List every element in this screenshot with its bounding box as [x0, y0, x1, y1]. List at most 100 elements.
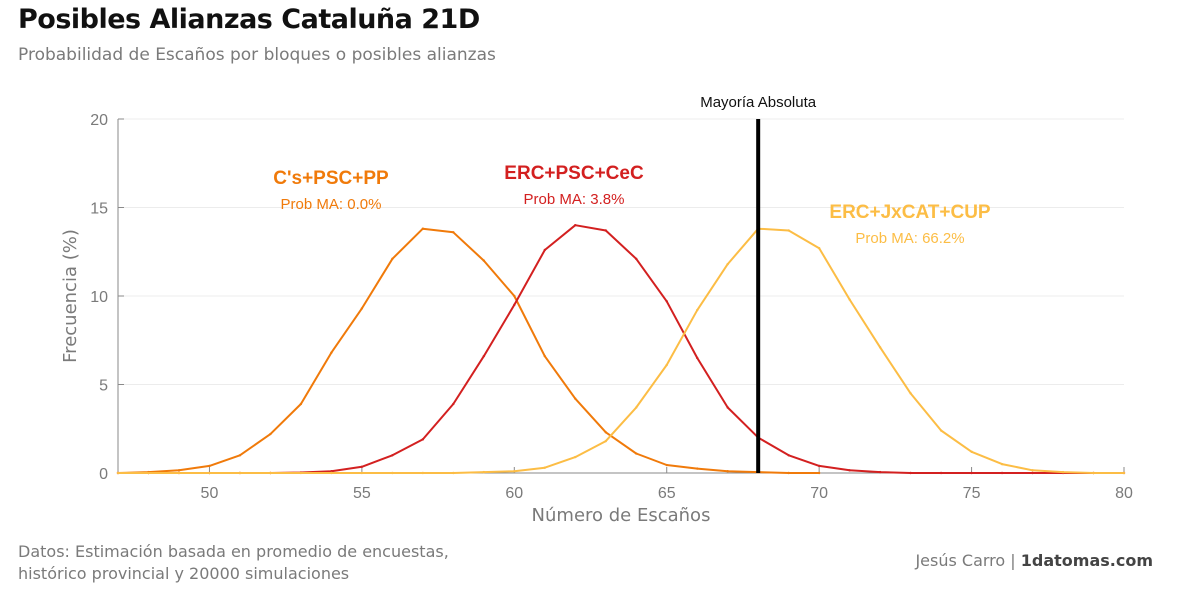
data-point	[665, 463, 668, 467]
data-point	[330, 471, 333, 475]
data-point	[635, 406, 638, 409]
data-point	[147, 471, 150, 475]
data-point	[299, 402, 303, 406]
data-point	[909, 392, 912, 395]
data-point	[1031, 471, 1034, 475]
x-tick-label: 50	[201, 485, 219, 502]
majority-line-label: Mayoría Absoluta	[700, 94, 817, 111]
data-point	[939, 471, 943, 475]
series-prob-label: Prob MA: 0.0%	[281, 196, 382, 213]
y-tick-label: 5	[99, 378, 108, 395]
data-point	[360, 471, 364, 475]
data-point	[208, 471, 211, 475]
data-point	[970, 450, 973, 453]
data-point	[452, 471, 455, 475]
series-prob-label: Prob MA: 66.2%	[855, 230, 964, 247]
data-point	[604, 431, 607, 434]
series-label: ERC+PSC+CeC	[504, 163, 644, 184]
data-point	[1092, 471, 1095, 475]
series-prob-label: Prob MA: 3.8%	[524, 191, 625, 208]
data-point	[421, 438, 425, 441]
data-point	[421, 227, 425, 230]
data-source-note: Datos: Estimación basada en promedio de …	[18, 541, 449, 585]
data-point	[848, 469, 851, 472]
data-point	[543, 354, 546, 358]
data-point	[391, 257, 394, 261]
data-point	[787, 454, 790, 457]
data-point	[177, 471, 181, 475]
data-point	[360, 307, 364, 310]
data-point	[726, 262, 729, 266]
y-tick-label: 15	[90, 201, 108, 218]
data-point	[696, 356, 699, 360]
y-tick-label: 0	[99, 466, 108, 483]
data-point	[726, 406, 729, 409]
data-point	[177, 469, 181, 472]
y-tick-label: 20	[90, 112, 108, 129]
source-line-1: Datos: Estimación basada en promedio de …	[18, 542, 449, 561]
data-point	[787, 471, 790, 475]
data-point	[665, 300, 668, 303]
data-point	[513, 303, 516, 307]
x-tick-label: 55	[353, 485, 371, 502]
data-point	[817, 247, 821, 250]
data-point	[1031, 469, 1034, 472]
data-point	[543, 466, 546, 469]
x-axis-title: Número de Escaños	[532, 505, 711, 526]
author-name: Jesús Carro	[915, 551, 1006, 570]
site-link[interactable]: 1datomas.com	[1020, 551, 1153, 570]
data-point	[665, 363, 668, 367]
data-point	[1122, 471, 1126, 475]
credit-separator: |	[1005, 551, 1021, 570]
data-point	[878, 470, 882, 474]
data-point	[574, 455, 577, 459]
data-point	[939, 429, 943, 432]
data-point	[1000, 462, 1004, 466]
data-point	[452, 231, 455, 234]
data-point	[1061, 470, 1065, 474]
series-line-0	[117, 227, 820, 474]
x-tick-label: 60	[505, 485, 523, 502]
data-point	[787, 229, 790, 232]
data-point	[482, 354, 486, 358]
data-point	[116, 471, 120, 475]
data-point	[482, 470, 486, 474]
x-tick-label: 65	[658, 485, 676, 502]
y-axis-title: Frecuencia (%)	[60, 229, 81, 363]
data-point	[269, 432, 272, 436]
series-label: C's+PSC+PP	[273, 168, 389, 189]
data-point	[604, 229, 607, 232]
x-tick-label: 80	[1115, 485, 1133, 502]
data-point	[970, 471, 973, 475]
data-point	[878, 346, 882, 349]
data-point	[604, 439, 607, 443]
data-point	[238, 471, 242, 475]
data-point	[543, 248, 546, 252]
data-point	[635, 452, 638, 455]
x-tick-label: 75	[963, 485, 981, 502]
y-tick-label: 10	[90, 289, 108, 306]
data-point	[1000, 471, 1004, 475]
data-point	[574, 397, 577, 400]
data-point	[574, 224, 577, 227]
author-credit: Jesús Carro | 1datomas.com	[915, 551, 1153, 570]
data-point	[909, 471, 912, 475]
chart-subtitle: Probabilidad de Escaños por bloques o po…	[18, 45, 496, 65]
data-point	[452, 402, 455, 406]
data-point	[726, 470, 729, 473]
data-point	[421, 471, 425, 475]
data-point	[238, 454, 242, 457]
data-point	[482, 259, 486, 262]
data-point	[208, 464, 211, 468]
data-point	[817, 471, 821, 475]
data-point	[360, 465, 364, 469]
series-line-2	[118, 227, 1124, 474]
data-point	[330, 470, 333, 473]
data-point	[391, 454, 394, 457]
data-point	[848, 298, 851, 301]
data-point	[269, 471, 272, 475]
x-tick-label: 70	[810, 485, 828, 502]
data-point	[696, 467, 699, 470]
series-label: ERC+JxCAT+CUP	[829, 202, 991, 223]
